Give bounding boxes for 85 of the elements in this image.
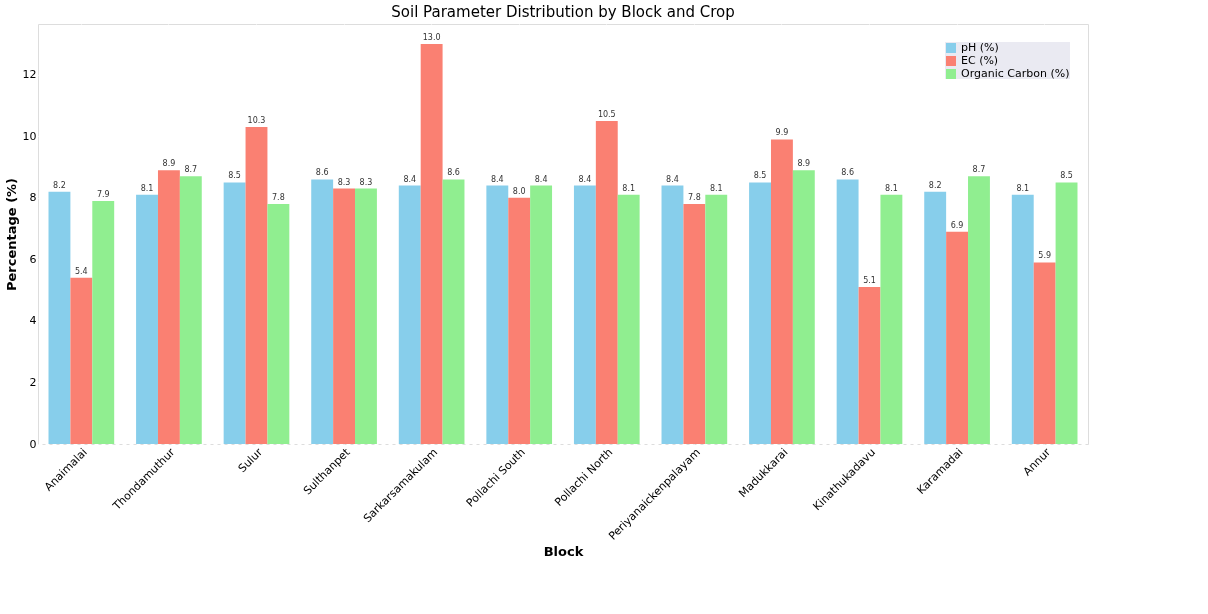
- bar: [267, 204, 290, 444]
- data-label: 8.4: [490, 174, 504, 184]
- data-label: 8.3: [337, 177, 351, 187]
- bar: [770, 139, 793, 444]
- bar: [136, 194, 158, 444]
- data-label: 5.1: [863, 276, 876, 286]
- bar: [333, 188, 356, 444]
- data-label: 8.2: [53, 180, 66, 190]
- data-label: 5.9: [1038, 251, 1052, 261]
- y-tick-label: 6: [29, 252, 37, 266]
- data-label: 7.8: [687, 193, 701, 202]
- chart-title: Soil Parameter Distribution by Block and Crop: [391, 3, 735, 21]
- data-label: 8.1: [140, 183, 154, 193]
- bar: [420, 44, 443, 444]
- bar: [617, 194, 640, 444]
- bar: [245, 127, 268, 444]
- bar: [157, 170, 180, 444]
- bar: [836, 179, 859, 444]
- bar: [48, 191, 71, 444]
- y-axis-title: Percentage (%): [3, 177, 19, 292]
- data-label: 10.3: [247, 116, 266, 126]
- data-label: 13.0: [422, 33, 441, 42]
- y-tick-label: 2: [29, 375, 37, 389]
- data-label: 8.7: [184, 165, 198, 175]
- bar: [858, 287, 881, 444]
- data-label: 8.9: [162, 159, 176, 169]
- data-label: 8.6: [447, 168, 460, 178]
- legend-label: Organic Carbon (%): [961, 67, 1070, 80]
- bar: [508, 197, 531, 444]
- data-label: 8.5: [228, 171, 241, 181]
- data-label: 8.3: [359, 177, 373, 187]
- data-label: 8.4: [534, 174, 548, 184]
- data-label: 6.9: [950, 220, 964, 230]
- bar: [92, 200, 115, 444]
- data-label: 9.9: [775, 128, 789, 138]
- data-label: 8.4: [578, 174, 592, 184]
- bar: [792, 170, 815, 444]
- y-tick-label: 8: [29, 191, 37, 205]
- data-label: 8.7: [972, 165, 986, 175]
- data-label: 8.2: [928, 180, 942, 190]
- bar: [1055, 182, 1078, 444]
- data-label: 8.1: [709, 183, 723, 193]
- bar: [442, 179, 465, 444]
- bar: [398, 185, 421, 444]
- bar: [946, 231, 969, 444]
- bar: [486, 185, 509, 444]
- data-label: 8.1: [1016, 183, 1030, 193]
- y-tick-label: 0: [29, 437, 37, 451]
- data-label: 8.4: [666, 174, 679, 184]
- bar: [595, 120, 618, 444]
- bar: [661, 185, 684, 444]
- data-label: 5.4: [74, 266, 88, 276]
- bar: [530, 185, 553, 444]
- bar: [70, 277, 93, 444]
- data-label: 8.0: [512, 186, 526, 196]
- bar: [924, 191, 947, 444]
- bar: [311, 179, 334, 444]
- bar: [1033, 262, 1056, 444]
- bar: [683, 204, 706, 444]
- legend-label: EC (%): [961, 54, 999, 67]
- data-label: 8.1: [885, 183, 898, 193]
- data-label: 8.9: [797, 159, 811, 169]
- data-label: 8.6: [841, 168, 854, 178]
- bar: [355, 188, 377, 444]
- bar: [880, 194, 903, 444]
- bar: [573, 185, 596, 444]
- y-tick-label: 12: [22, 68, 37, 82]
- x-axis-title: Block: [543, 543, 584, 559]
- bar: [179, 176, 202, 444]
- data-label: 8.5: [753, 171, 767, 181]
- data-label: 7.8: [272, 193, 285, 202]
- bar: [223, 182, 246, 444]
- bar: [749, 182, 771, 444]
- data-label: 8.5: [1060, 171, 1073, 181]
- bar: [1011, 194, 1034, 444]
- bar: [705, 194, 728, 444]
- data-label: 8.1: [622, 183, 636, 193]
- data-label: 7.9: [96, 189, 110, 199]
- y-tick-label: 10: [22, 129, 37, 143]
- bar: [968, 176, 990, 444]
- legend-label: pH (%): [961, 41, 999, 54]
- data-label: 8.4: [403, 174, 417, 184]
- y-tick-label: 4: [29, 314, 37, 328]
- data-label: 8.6: [315, 168, 329, 178]
- data-label: 10.5: [597, 109, 616, 119]
